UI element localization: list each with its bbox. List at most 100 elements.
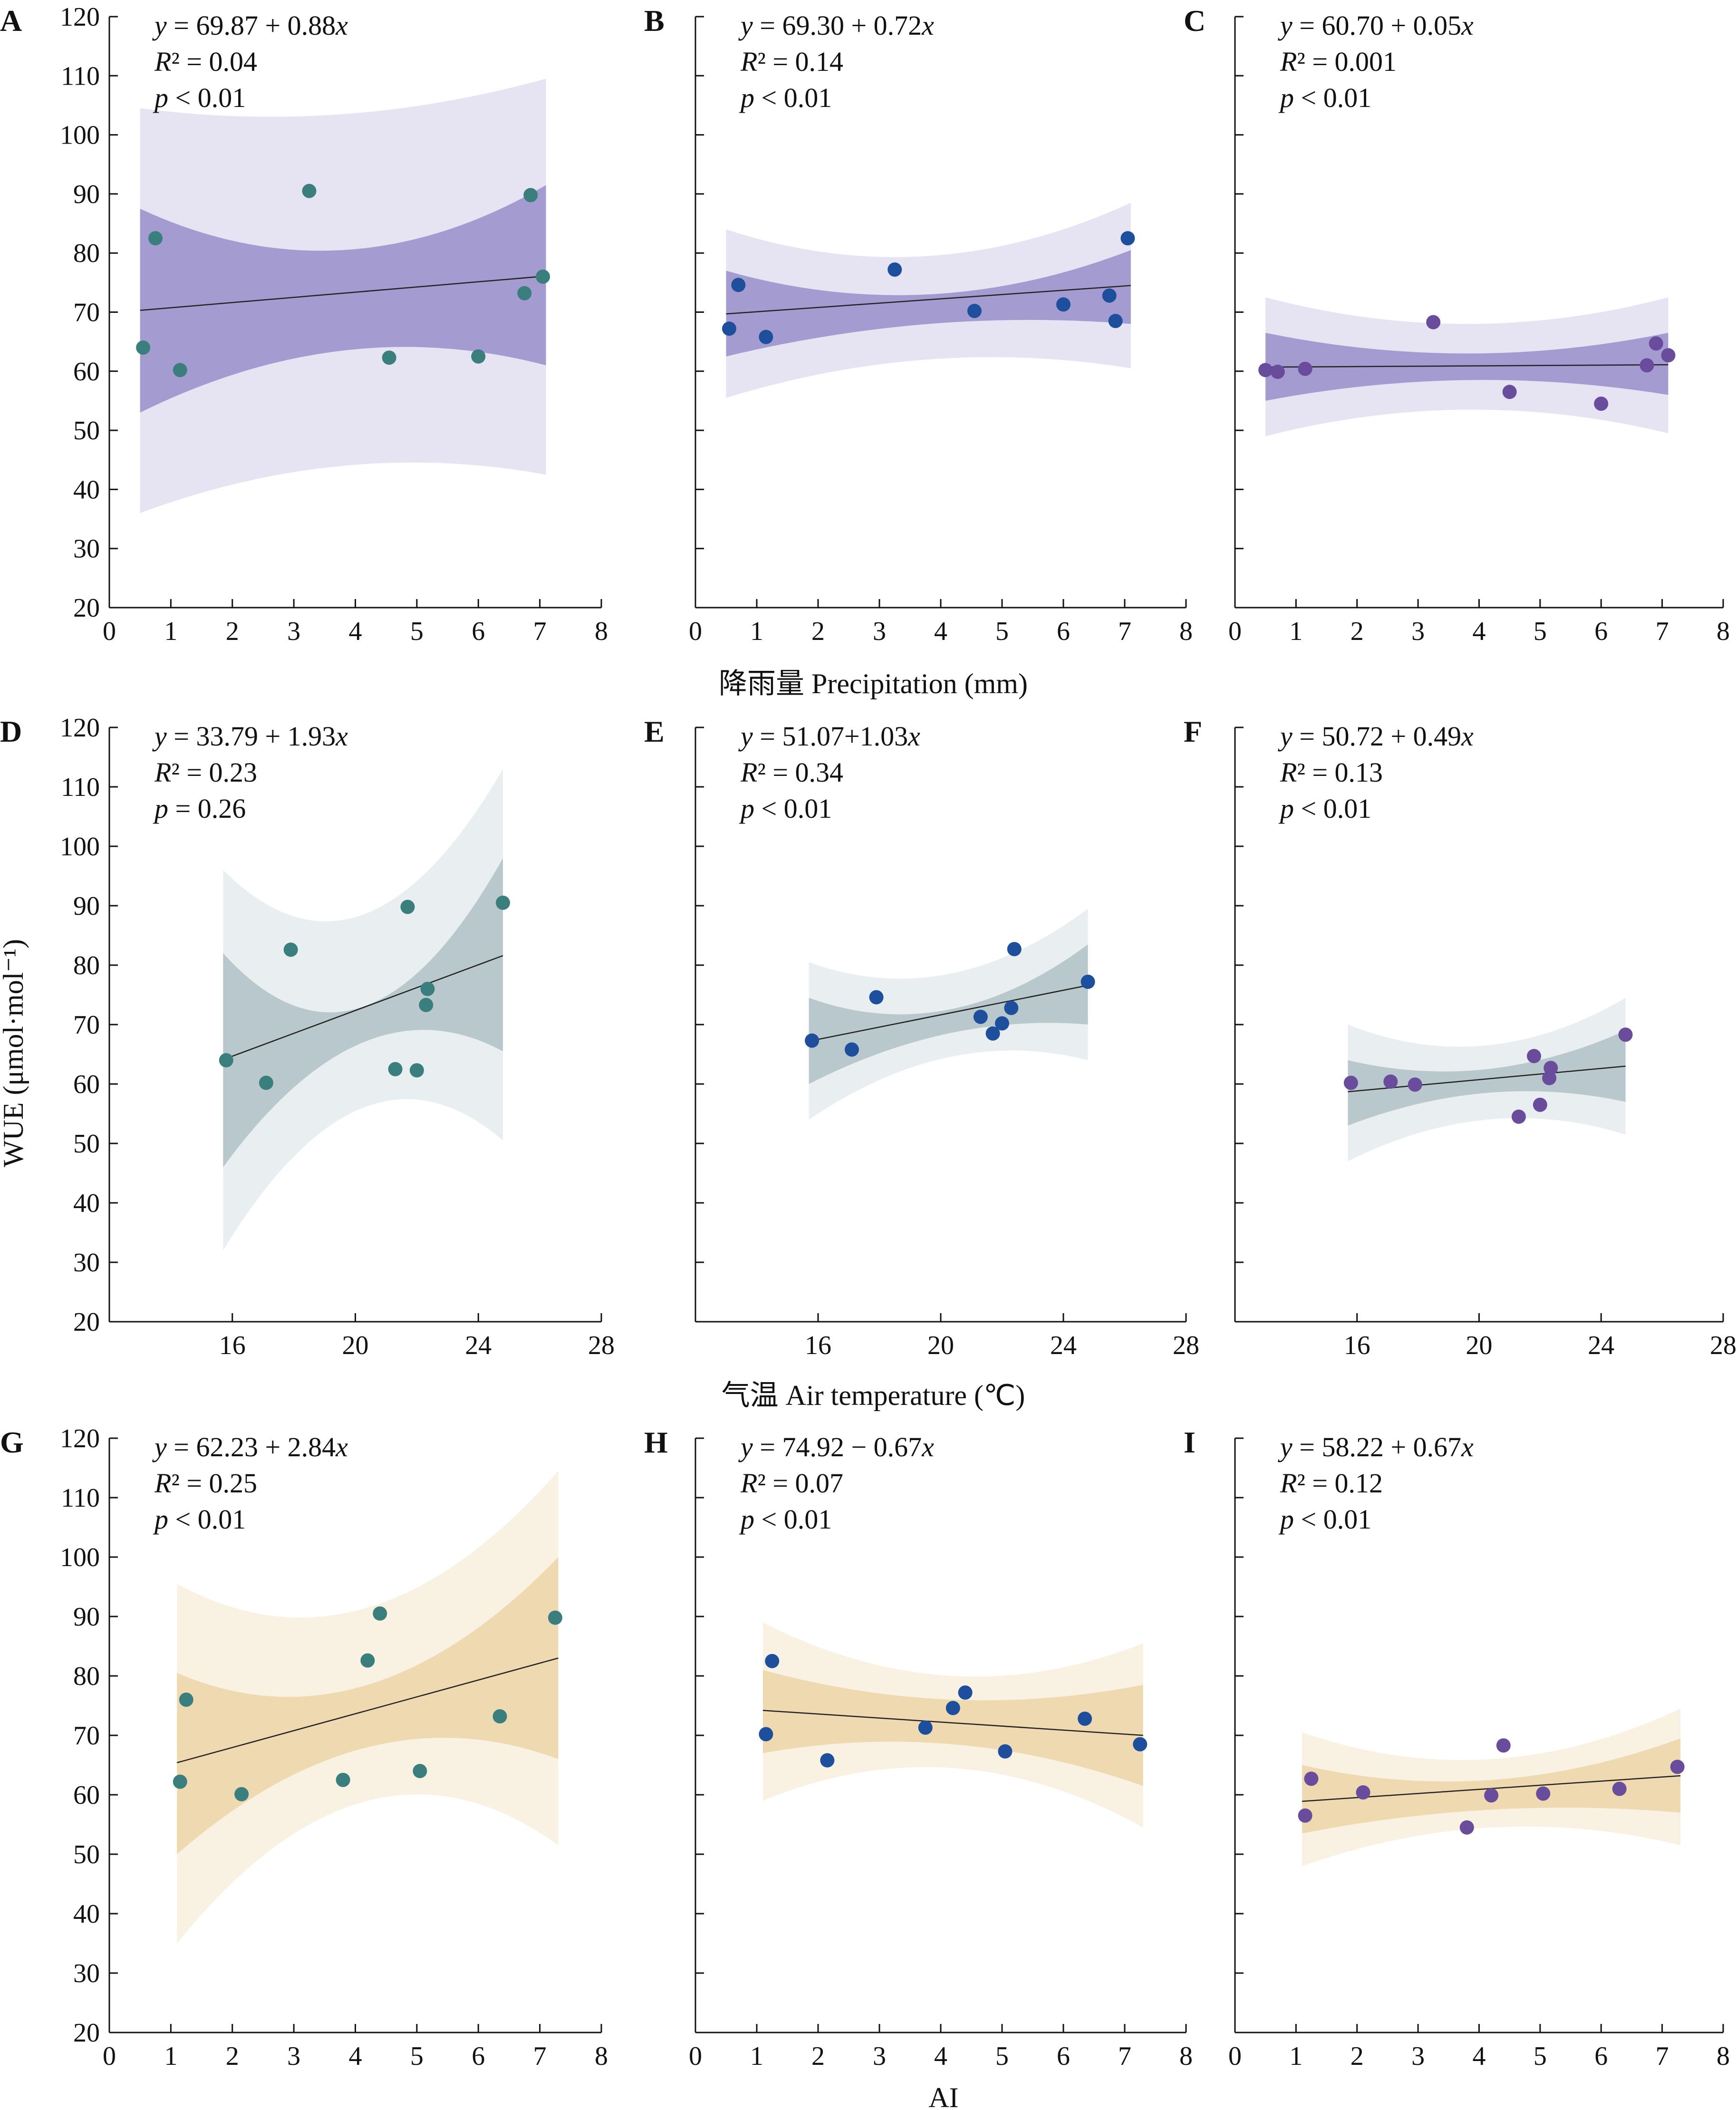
x-tick-label: 8	[1717, 617, 1730, 646]
regression-line	[176, 1657, 559, 1763]
data-point	[995, 1016, 1009, 1031]
panel-label: C	[1184, 4, 1206, 38]
data-point	[1661, 348, 1676, 363]
y-tick-label: 60	[73, 1070, 100, 1099]
x-tick-label: 3	[1411, 617, 1425, 646]
data-point	[945, 1701, 960, 1715]
x-tick-label: 3	[873, 617, 886, 646]
x-tick-label: 1	[1289, 617, 1302, 646]
x-tick-label: 3	[1411, 2042, 1425, 2071]
x-tick-label: 4	[1473, 617, 1486, 646]
x-tick-label: 4	[934, 617, 947, 646]
data-point	[1078, 1712, 1092, 1726]
x-tick-label: 16	[1344, 1331, 1370, 1360]
x-tick-label: 1	[164, 617, 177, 646]
data-point	[973, 1009, 988, 1024]
x-tick-label: 4	[934, 2042, 947, 2071]
y-tick-label: 110	[61, 1483, 100, 1513]
regression-equation: y = 74.92 − 0.67x	[738, 1432, 934, 1462]
y-tick-label: 90	[73, 1602, 100, 1632]
row-1-x-axis-title: 降雨量 Precipitation (mm)	[719, 668, 1028, 699]
data-point	[283, 942, 298, 957]
x-tick-label: 1	[164, 2042, 177, 2071]
x-tick-label: 20	[927, 1331, 954, 1360]
data-point	[820, 1753, 835, 1768]
y-tick-label: 70	[73, 1010, 100, 1040]
x-tick-label: 0	[1228, 617, 1242, 646]
data-point	[409, 1063, 424, 1078]
data-point	[759, 329, 773, 344]
regression-line	[140, 275, 546, 311]
panel-b: 0 1 2 3 4 5 6 7 8 B y = 69.30 + 0.72x R² = 0.14 p < …	[644, 4, 1193, 646]
y-tick-label: 40	[73, 475, 100, 504]
x-tick-label: 24	[1588, 1331, 1614, 1360]
x-tick-label: 1	[1289, 2042, 1302, 2071]
x-tick-label: 8	[1179, 2042, 1193, 2071]
regression-line	[762, 1710, 1143, 1736]
data-point	[1120, 231, 1135, 246]
x-tick-label: 8	[595, 617, 608, 646]
data-point	[136, 340, 151, 355]
data-point	[471, 349, 486, 364]
data-point	[373, 1606, 387, 1621]
panel-label: I	[1184, 1425, 1196, 1459]
x-tick-label: 2	[226, 2042, 239, 2071]
data-point	[887, 262, 902, 277]
data-point	[388, 1062, 403, 1076]
data-point	[1536, 1786, 1551, 1801]
regression-equation: y = 60.70 + 0.05x	[1278, 10, 1474, 41]
data-point	[958, 1685, 973, 1700]
data-point	[1133, 1737, 1148, 1752]
x-tick-label: 0	[1228, 2042, 1242, 2071]
data-point	[219, 1053, 233, 1067]
data-point	[918, 1720, 933, 1735]
data-point	[259, 1075, 273, 1090]
r-squared-label: R² = 0.04	[154, 46, 257, 77]
y-tick-label: 20	[73, 593, 100, 623]
r-squared-label: R² = 0.25	[154, 1468, 257, 1499]
data-point	[1670, 1760, 1685, 1774]
y-tick-label: 70	[73, 298, 100, 328]
data-point	[985, 1026, 1000, 1041]
x-tick-label: 28	[588, 1331, 615, 1360]
x-tick-label: 28	[1710, 1331, 1736, 1360]
data-point	[1408, 1077, 1422, 1092]
regression-equation: y = 33.79 + 1.93x	[152, 721, 348, 752]
y-tick-label: 80	[73, 1662, 100, 1691]
x-tick-label: 2	[226, 617, 239, 646]
panel-label: H	[644, 1425, 668, 1459]
x-tick-label: 5	[410, 617, 424, 646]
data-point	[1004, 1001, 1019, 1015]
p-value-label: p < 0.01	[1278, 82, 1371, 113]
y-tick-label: 20	[73, 2018, 100, 2048]
x-tick-label: 4	[349, 2042, 362, 2071]
data-point	[336, 1772, 350, 1787]
y-tick-label: 50	[73, 1840, 100, 1869]
x-tick-label: 6	[1594, 617, 1608, 646]
data-point	[1007, 942, 1022, 957]
regression-line	[1265, 364, 1668, 368]
confidence-band	[809, 944, 1088, 1084]
y-tick-label: 40	[73, 1899, 100, 1929]
regression-equation: y = 50.72 + 0.49x	[1278, 721, 1474, 752]
data-point	[496, 895, 510, 910]
x-tick-label: 20	[1466, 1331, 1493, 1360]
data-point	[844, 1042, 859, 1057]
data-point	[722, 321, 736, 336]
x-tick-label: 6	[472, 617, 485, 646]
data-point	[759, 1727, 773, 1742]
data-point	[173, 363, 187, 377]
panel-g: 20 30 40 50 60 70 80 90 100 110 120 0 1 2 3 4 5 6 7 8 G y = 6…	[0, 1424, 608, 2071]
data-point	[805, 1033, 820, 1048]
data-point	[179, 1693, 193, 1707]
row-3-x-axis-title: AI	[928, 2082, 958, 2110]
x-tick-label: 20	[342, 1331, 369, 1360]
y-tick-label: 60	[73, 1781, 100, 1810]
r-squared-label: R² = 0.34	[740, 757, 843, 788]
x-tick-label: 0	[103, 2042, 116, 2071]
data-point	[1298, 1808, 1312, 1823]
x-tick-label: 16	[805, 1331, 831, 1360]
r-squared-label: R² = 0.13	[1280, 757, 1383, 788]
